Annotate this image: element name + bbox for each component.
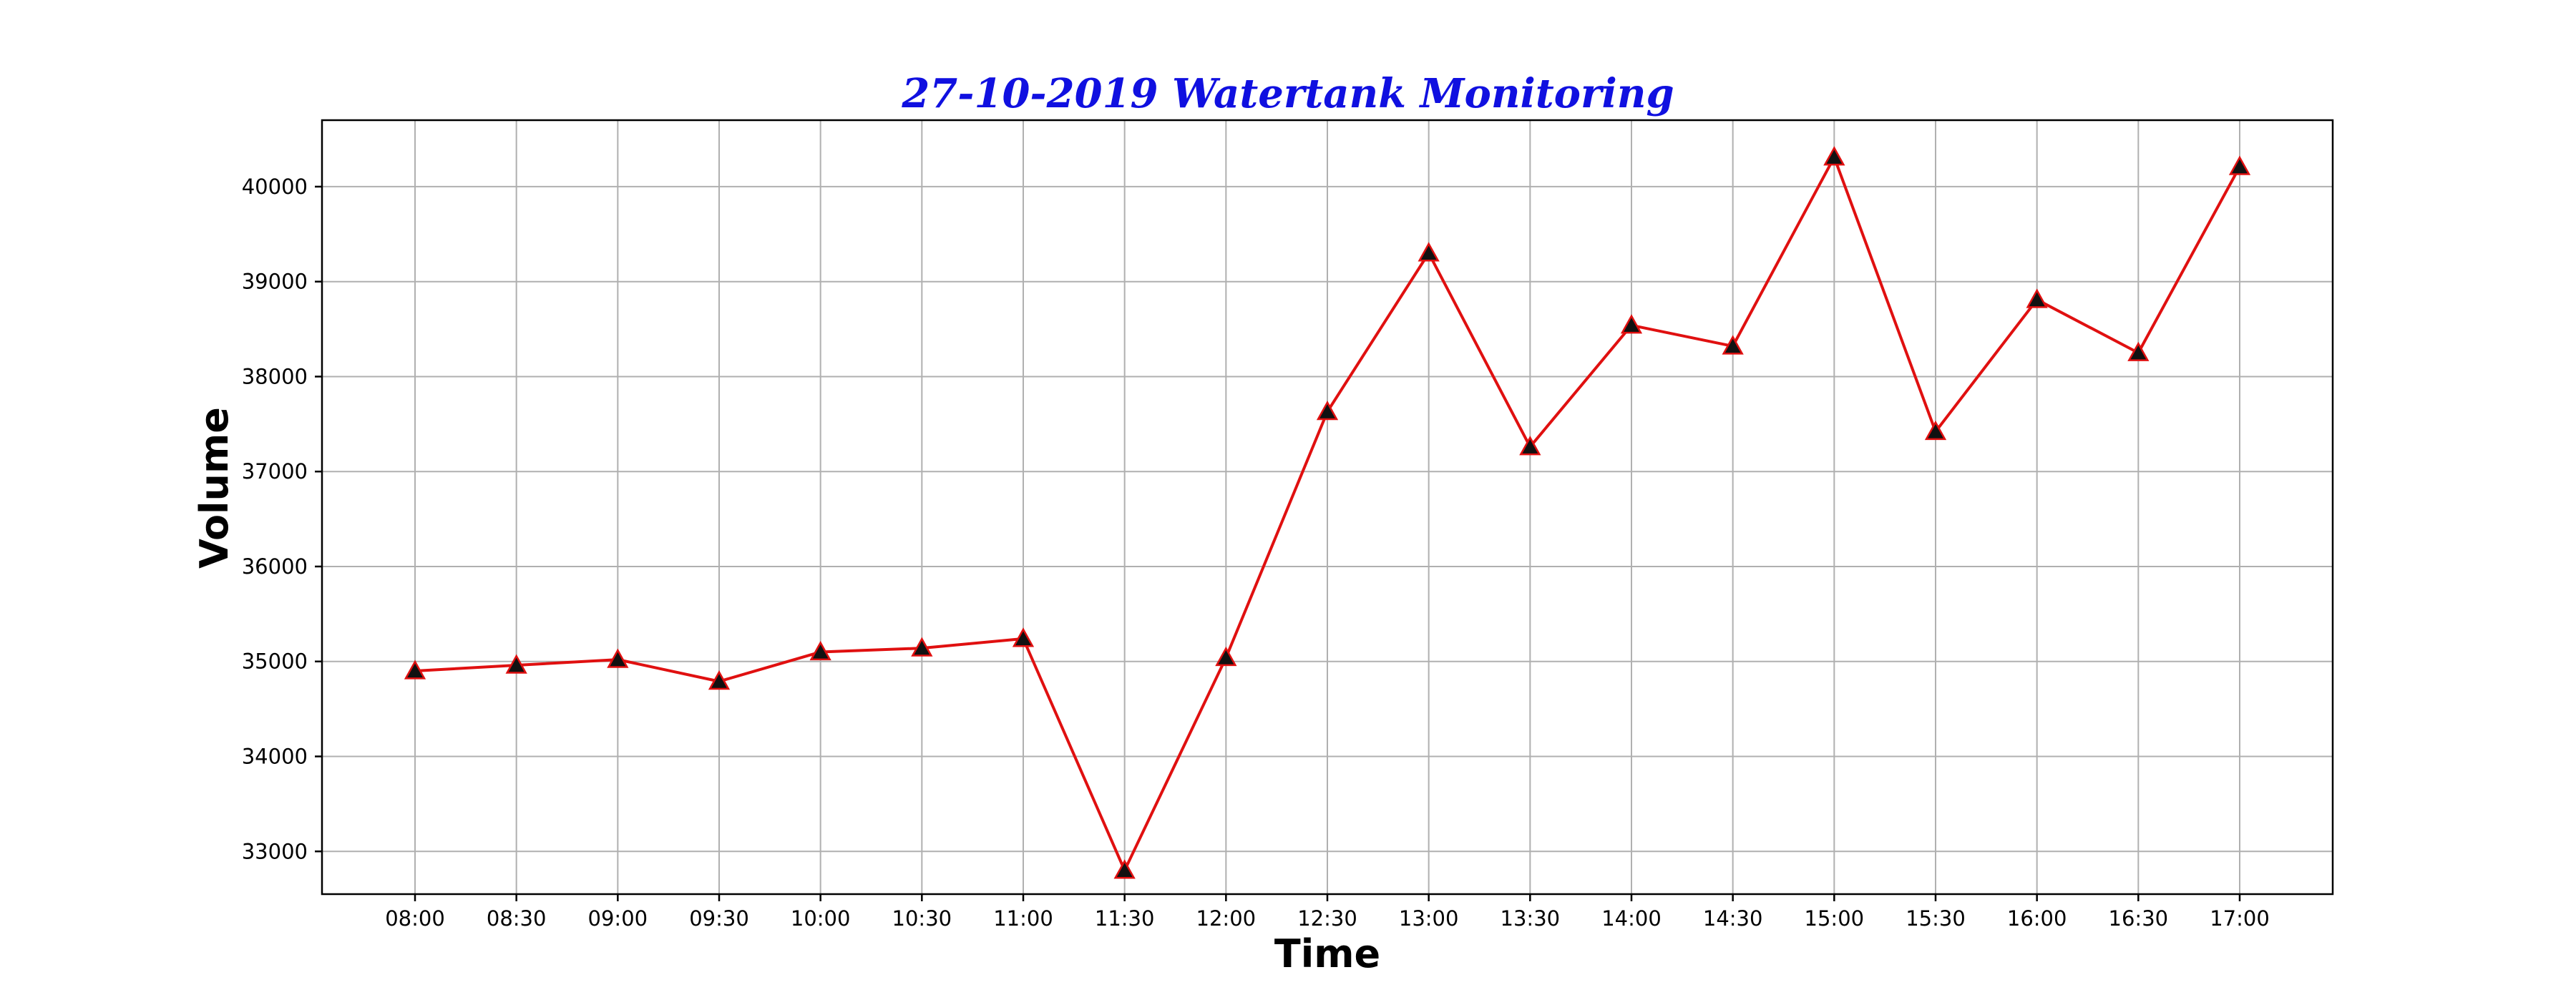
x-tick-label: 09:00 [588, 906, 648, 931]
data-point-marker [404, 660, 426, 680]
x-tick-label: 11:00 [993, 906, 1053, 931]
data-point-marker [1418, 242, 1440, 262]
data-point-marker [1316, 401, 1339, 421]
x-axis-title: Time [1274, 931, 1380, 976]
x-tick-label: 14:30 [1703, 906, 1763, 931]
x-tick-label: 09:30 [689, 906, 749, 931]
y-axis: 33000 34000 35000 36000 37000 38000 39000 40000 [242, 175, 322, 863]
y-tick-label: 39000 [242, 270, 308, 294]
data-point-marker [1924, 420, 1947, 441]
data-point-marker [2228, 155, 2251, 175]
x-tick-label: 10:30 [892, 906, 952, 931]
y-tick-label: 36000 [242, 554, 308, 579]
data-point-marker [1722, 335, 1744, 355]
x-tick-label: 11:30 [1095, 906, 1155, 931]
data-point-marker [708, 670, 731, 690]
x-tick-label: 08:00 [385, 906, 445, 931]
x-tick-label: 08:30 [487, 906, 547, 931]
data-point-marker [607, 648, 629, 668]
data-point-marker [809, 640, 831, 661]
x-tick-label: 16:00 [2007, 906, 2067, 931]
data-point-marker [1012, 627, 1035, 647]
x-axis: 08:00 08:30 09:00 09:30 10:00 10:30 11:00 11:30… [385, 894, 2270, 931]
x-tick-label: 13:30 [1501, 906, 1561, 931]
x-tick-label: 12:00 [1196, 906, 1257, 931]
x-tick-label: 15:30 [1906, 906, 1966, 931]
data-point-marker [505, 654, 527, 674]
data-point-marker [2127, 341, 2150, 361]
data-point-marker [2026, 288, 2048, 308]
y-axis-title: Volume [192, 407, 237, 569]
x-tick-label: 10:00 [791, 906, 851, 931]
y-tick-label: 34000 [242, 744, 308, 768]
data-point-marker [1215, 646, 1237, 667]
x-tick-label: 13:00 [1399, 906, 1459, 931]
x-tick-label: 16:30 [2109, 906, 2169, 931]
x-tick-label: 14:00 [1601, 906, 1662, 931]
data-point-marker [911, 637, 933, 657]
series-volume [404, 146, 2251, 879]
data-point-marker [1620, 314, 1643, 334]
x-tick-label: 12:30 [1297, 906, 1357, 931]
data-point-marker [1113, 859, 1136, 879]
chart-title: 27-10-2019 Watertank Monitoring [901, 70, 1674, 117]
y-tick-label: 35000 [242, 649, 308, 674]
grid-lines [322, 120, 2333, 894]
data-point-marker [1519, 436, 1541, 456]
y-tick-label: 37000 [242, 459, 308, 484]
data-point-marker [1823, 146, 1845, 166]
y-tick-label: 38000 [242, 364, 308, 388]
x-tick-label: 15:00 [1805, 906, 1865, 931]
x-tick-label: 17:00 [2210, 906, 2270, 931]
y-tick-label: 33000 [242, 839, 308, 863]
y-tick-label: 40000 [242, 175, 308, 199]
